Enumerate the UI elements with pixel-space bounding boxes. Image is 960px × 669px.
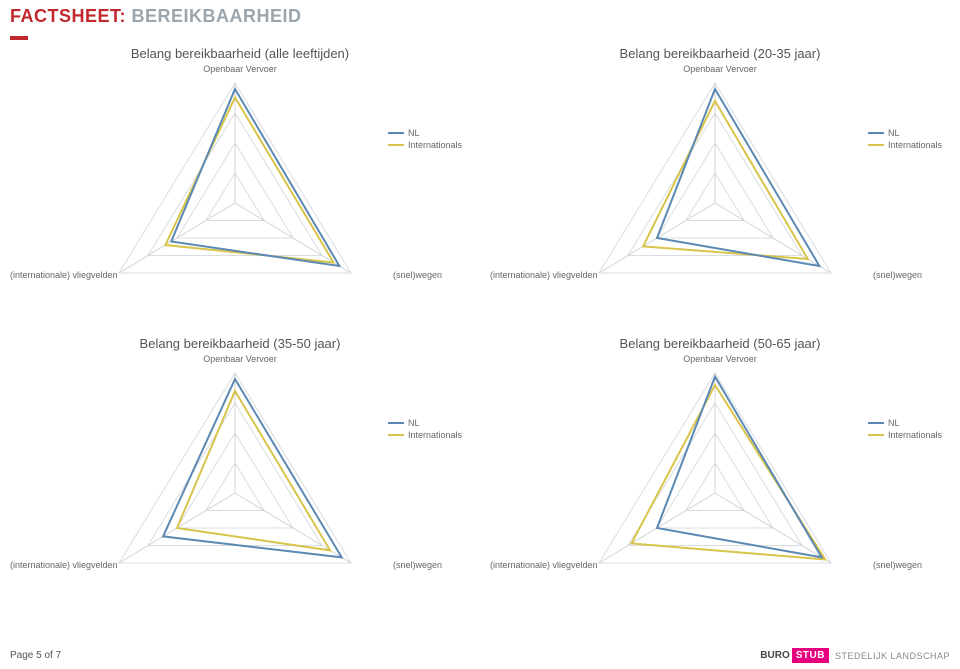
panel-title: Belang bereikbaarheid (20-35 jaar) <box>480 46 960 61</box>
axis-label-bottom-right: (snel)wegen <box>873 560 922 570</box>
logo: BURO STUB STEDELIJK LANDSCHAP <box>760 648 950 663</box>
axis-label-bottom-left: (internationale) vliegvelden <box>490 560 598 570</box>
legend-label-nl: NL <box>888 418 900 428</box>
axis-label-bottom-left: (internationale) vliegvelden <box>10 270 118 280</box>
panel-title: Belang bereikbaarheid (35-50 jaar) <box>0 336 480 351</box>
panel-title: Belang bereikbaarheid (50-65 jaar) <box>480 336 960 351</box>
logo-stub-box: STUB <box>792 648 829 663</box>
chart-grid: Belang bereikbaarheid (alle leeftijden) … <box>0 38 960 618</box>
panel-title: Belang bereikbaarheid (alle leeftijden) <box>0 46 480 61</box>
legend-swatch-intl <box>868 434 884 436</box>
footer: Page 5 of 7 BURO STUB STEDELIJK LANDSCHA… <box>0 641 960 669</box>
legend-intl: Internationals <box>868 430 942 440</box>
axis-label-bottom-right: (snel)wegen <box>393 270 442 280</box>
legend: NL Internationals <box>868 128 942 152</box>
legend-nl: NL <box>388 418 462 428</box>
legend-intl: Internationals <box>388 430 462 440</box>
legend-swatch-nl <box>388 422 404 424</box>
radar-chart <box>95 73 375 293</box>
legend: NL Internationals <box>868 418 942 442</box>
header-prefix: FACTSHEET: <box>10 6 126 26</box>
legend-label-nl: NL <box>888 128 900 138</box>
legend-swatch-intl <box>388 434 404 436</box>
legend-label-nl: NL <box>408 418 420 428</box>
legend: NL Internationals <box>388 128 462 152</box>
radar-chart <box>575 73 855 293</box>
legend-intl: Internationals <box>868 140 942 150</box>
legend-swatch-nl <box>868 422 884 424</box>
legend-swatch-intl <box>388 144 404 146</box>
logo-tagline: STEDELIJK LANDSCHAP <box>835 651 950 661</box>
axis-label-bottom-right: (snel)wegen <box>873 270 922 280</box>
logo-buro-text: BURO <box>760 650 789 661</box>
legend-label-intl: Internationals <box>408 140 462 150</box>
legend-label-intl: Internationals <box>888 430 942 440</box>
radar-chart <box>95 363 375 583</box>
legend-intl: Internationals <box>388 140 462 150</box>
legend-nl: NL <box>868 128 942 138</box>
legend: NL Internationals <box>388 418 462 442</box>
legend-label-intl: Internationals <box>888 140 942 150</box>
panel-all-ages: Belang bereikbaarheid (alle leeftijden) … <box>0 38 480 328</box>
axis-label-bottom-left: (internationale) vliegvelden <box>10 560 118 570</box>
axis-label-bottom-right: (snel)wegen <box>393 560 442 570</box>
legend-label-nl: NL <box>408 128 420 138</box>
panel-35-50: Belang bereikbaarheid (35-50 jaar) Openb… <box>0 328 480 618</box>
legend-nl: NL <box>388 128 462 138</box>
legend-nl: NL <box>868 418 942 428</box>
page-number: Page 5 of 7 <box>10 650 61 661</box>
header-topic: BEREIKBAARHEID <box>132 6 302 26</box>
page-header: FACTSHEET: BEREIKBAARHEID <box>10 6 302 27</box>
panel-20-35: Belang bereikbaarheid (20-35 jaar) Openb… <box>480 38 960 328</box>
logo-stub-icon: BURO STUB <box>760 648 829 663</box>
panel-50-65: Belang bereikbaarheid (50-65 jaar) Openb… <box>480 328 960 618</box>
radar-chart <box>575 363 855 583</box>
legend-swatch-nl <box>868 132 884 134</box>
legend-swatch-nl <box>388 132 404 134</box>
legend-swatch-intl <box>868 144 884 146</box>
legend-label-intl: Internationals <box>408 430 462 440</box>
axis-label-bottom-left: (internationale) vliegvelden <box>490 270 598 280</box>
